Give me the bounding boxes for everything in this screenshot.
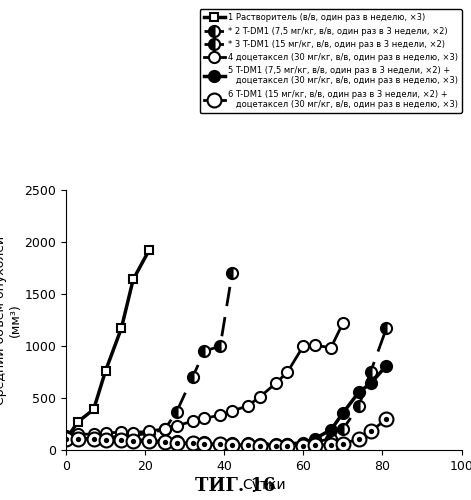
X-axis label: Сутки: Сутки <box>242 478 285 492</box>
Text: ΤИГ. 16: ΤИГ. 16 <box>195 477 276 495</box>
Y-axis label: Средний объем опухолей
(мм³): Средний объем опухолей (мм³) <box>0 236 22 404</box>
Legend: 1 Растворитель (в/в, один раз в неделю, ×3), * 2 T-DM1 (7,5 мг/кг, в/в, один раз: 1 Растворитель (в/в, один раз в неделю, … <box>200 9 462 113</box>
